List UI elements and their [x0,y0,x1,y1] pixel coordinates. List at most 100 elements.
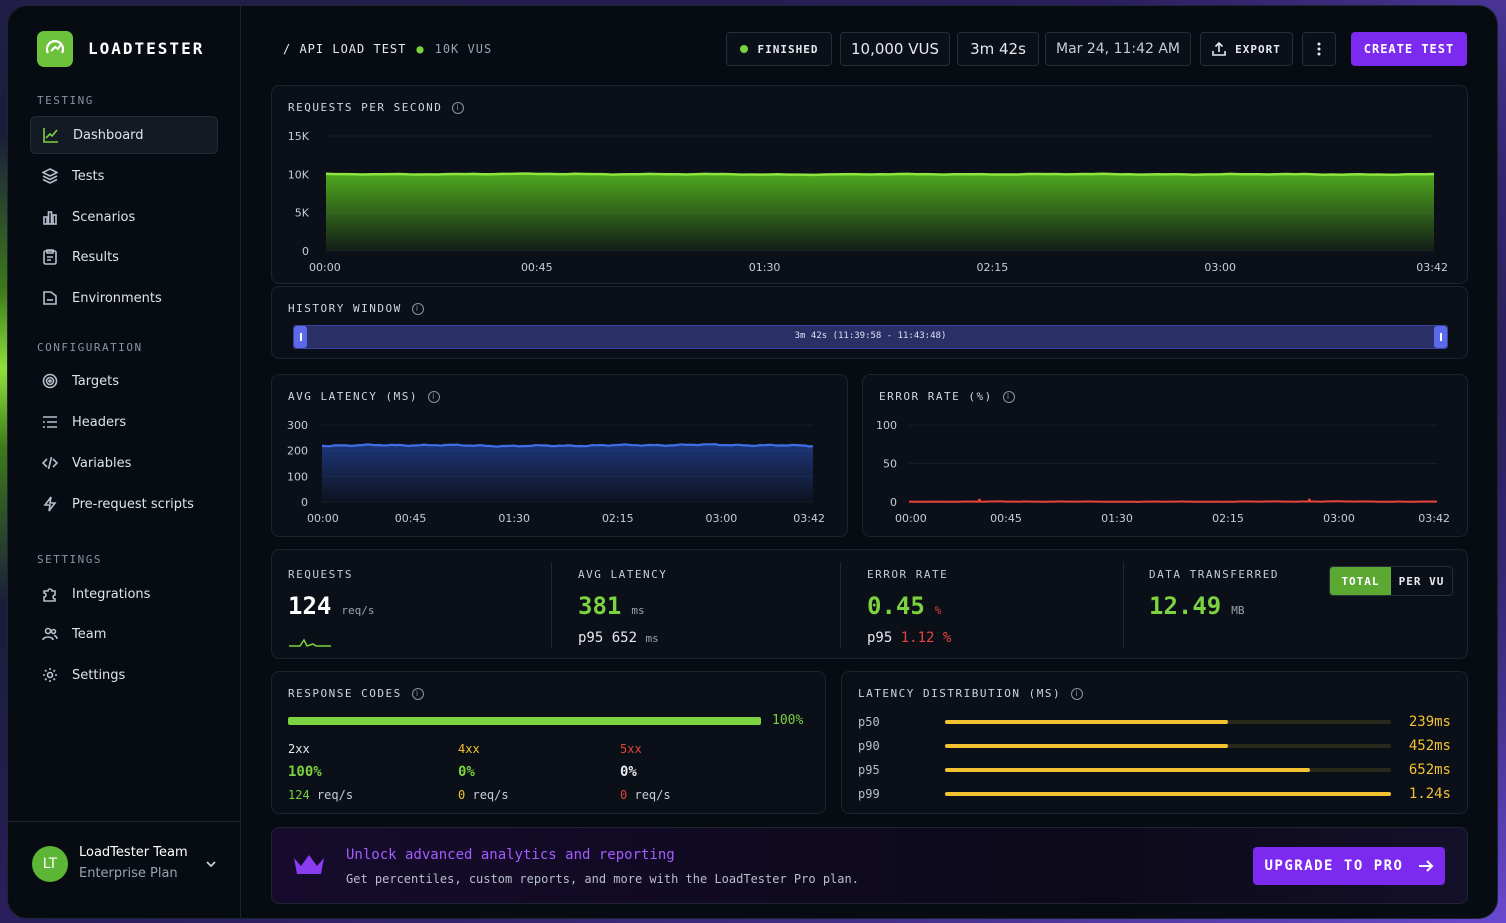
sidebar-item-environments[interactable]: Environments [30,279,218,317]
sidebar-item-integrations[interactable]: Integrations [30,575,218,613]
history-range-track[interactable]: 3m 42s (11:39:58 - 11:43:48) [293,325,1448,349]
stats-card: REQUESTS 124 req/s AVG LATENCY 381 ms p95 … [271,549,1468,659]
latency-chart-title: AVG LATENCY (MS) i [288,390,440,403]
more-options-button[interactable] [1302,32,1336,66]
sidebar-item-label: Tests [72,168,105,184]
upload-icon [1212,42,1226,56]
logo-icon[interactable] [37,31,73,67]
breadcrumb-test-name[interactable]: / API LOAD TEST [283,42,407,56]
x-tick-label: 00:00 [895,512,927,525]
brand-name: LOADTESTER [88,39,205,58]
x-tick-label: 03:00 [706,512,738,525]
info-icon[interactable]: i [452,101,465,114]
vus-tag: 10K VUS [434,42,493,56]
code-4xx: 4xx 0% 0 req/s [458,742,509,802]
sidebar-item-dashboard[interactable]: Dashboard [30,116,218,154]
x-tick-label: 00:00 [307,512,339,525]
history-range-label: 3m 42s (11:39:58 - 11:43:48) [794,331,947,341]
data-transferred-value: 12.49 MB [1149,592,1245,620]
info-icon[interactable]: i [411,687,424,700]
upgrade-label: UPGRADE TO PRO [1264,858,1404,874]
user-menu[interactable]: LT LoadTester Team Enterprise Plan [8,821,241,918]
puzzle-icon [41,586,58,603]
info-icon[interactable]: i [427,390,440,403]
x-tick-label: 02:15 [1212,512,1244,525]
sidebar-item-label: Variables [72,455,132,471]
data-point [977,498,981,502]
rps-chart: 15K 10K 5K 000:00 00:45 01:30 02:15 03:00 03:42 [288,130,1448,274]
y-tick-label: 300 [287,419,308,432]
section-title-testing: TESTING [37,94,94,107]
requests-sparkline [289,638,331,647]
avg-latency-value: 381 ms [578,592,645,620]
range-handle-right[interactable] [1434,326,1447,348]
x-tick-label: 01:30 [498,512,530,525]
sidebar: LOADTESTER TESTING Dashboard Tests Scena… [8,6,241,918]
x-tick-label: 02:15 [602,512,634,525]
x-tick-label: 00:00 [309,261,341,274]
y-tick-label: 0 [302,245,309,258]
list-icon [41,414,58,431]
series-line [321,442,814,448]
data-transferred-label: DATA TRANSFERRED [1149,568,1279,581]
x-tick-label: 00:45 [990,512,1022,525]
sidebar-item-headers[interactable]: Headers [30,403,218,441]
latency-row-p95: p95 652ms [858,762,1451,778]
toggle-total[interactable]: TOTAL [1330,567,1391,595]
export-label: EXPORT [1235,42,1281,56]
x-tick-label: 03:42 [1416,261,1448,274]
status-badge: FINISHED [726,32,832,66]
sidebar-item-variables[interactable]: Variables [30,444,218,482]
sidebar-item-label: Environments [72,290,162,306]
toggle-per-vu[interactable]: PER VU [1398,574,1445,588]
sidebar-item-scenarios[interactable]: Scenarios [30,198,218,236]
chevron-down-icon[interactable] [205,855,217,874]
x-tick-label: 02:15 [977,261,1009,274]
error-rate-chart-card: ERROR RATE (%) i 100 50 0 00:00 00:45 01:30 02:… [862,374,1468,537]
y-tick-label: 0 [301,496,308,509]
info-icon[interactable]: i [411,302,424,315]
error-rate-p95: p95 1.12 % [867,630,952,646]
sidebar-item-label: Pre-request scripts [72,496,194,512]
bolt-icon [41,496,58,513]
info-icon[interactable]: i [1071,687,1084,700]
bar-chart-icon [41,209,58,226]
latency-row-p50: p50 239ms [858,714,1451,730]
y-tick-label: 0 [890,496,897,509]
upgrade-button[interactable]: UPGRADE TO PRO [1253,847,1445,885]
sidebar-item-results[interactable]: Results [30,238,218,276]
x-tick-label: 03:42 [793,512,825,525]
test-date: Mar 24, 11:42 AM [1045,32,1191,66]
code-2xx: 2xx 100% 124 req/s [288,742,354,802]
sidebar-item-tests[interactable]: Tests [30,157,218,195]
sidebar-item-team[interactable]: Team [30,615,218,653]
sidebar-item-label: Integrations [72,586,151,602]
sidebar-item-label: Dashboard [73,127,144,143]
series-line [325,172,1435,177]
avg-latency-p95: p95 652 ms [578,630,659,646]
create-test-button[interactable]: CREATE TEST [1351,32,1467,66]
section-title-settings: SETTINGS [37,553,102,566]
info-icon[interactable]: i [1002,390,1015,403]
top-bar: / API LOAD TEST ● 10K VUS FINISHED 10,000 … [241,6,1497,84]
sidebar-item-targets[interactable]: Targets [30,362,218,400]
divider [840,562,841,648]
duration: 3m 42s [957,32,1039,66]
sidebar-item-settings[interactable]: Settings [30,656,218,694]
divider [551,562,552,648]
export-button[interactable]: EXPORT [1200,32,1293,66]
sidebar-item-pre-request-scripts[interactable]: Pre-request scripts [30,485,218,523]
user-name: LoadTester Team [79,845,188,860]
target-icon [41,373,58,390]
latency-row-p90: p90 452ms [858,738,1451,754]
range-handle-left[interactable] [294,326,307,348]
x-tick-label: 00:45 [395,512,427,525]
y-tick-label: 5K [295,207,310,220]
app-window: LOADTESTER TESTING Dashboard Tests Scena… [7,5,1498,919]
y-tick-label: 100 [287,470,308,483]
breadcrumb: / API LOAD TEST ● 10K VUS [283,42,492,56]
latency-distribution-title: LATENCY DISTRIBUTION (MS) i [858,687,1084,700]
data-point [1307,498,1311,502]
banner-title: Unlock advanced analytics and reporting [346,847,675,863]
sidebar-item-label: Targets [72,373,119,389]
